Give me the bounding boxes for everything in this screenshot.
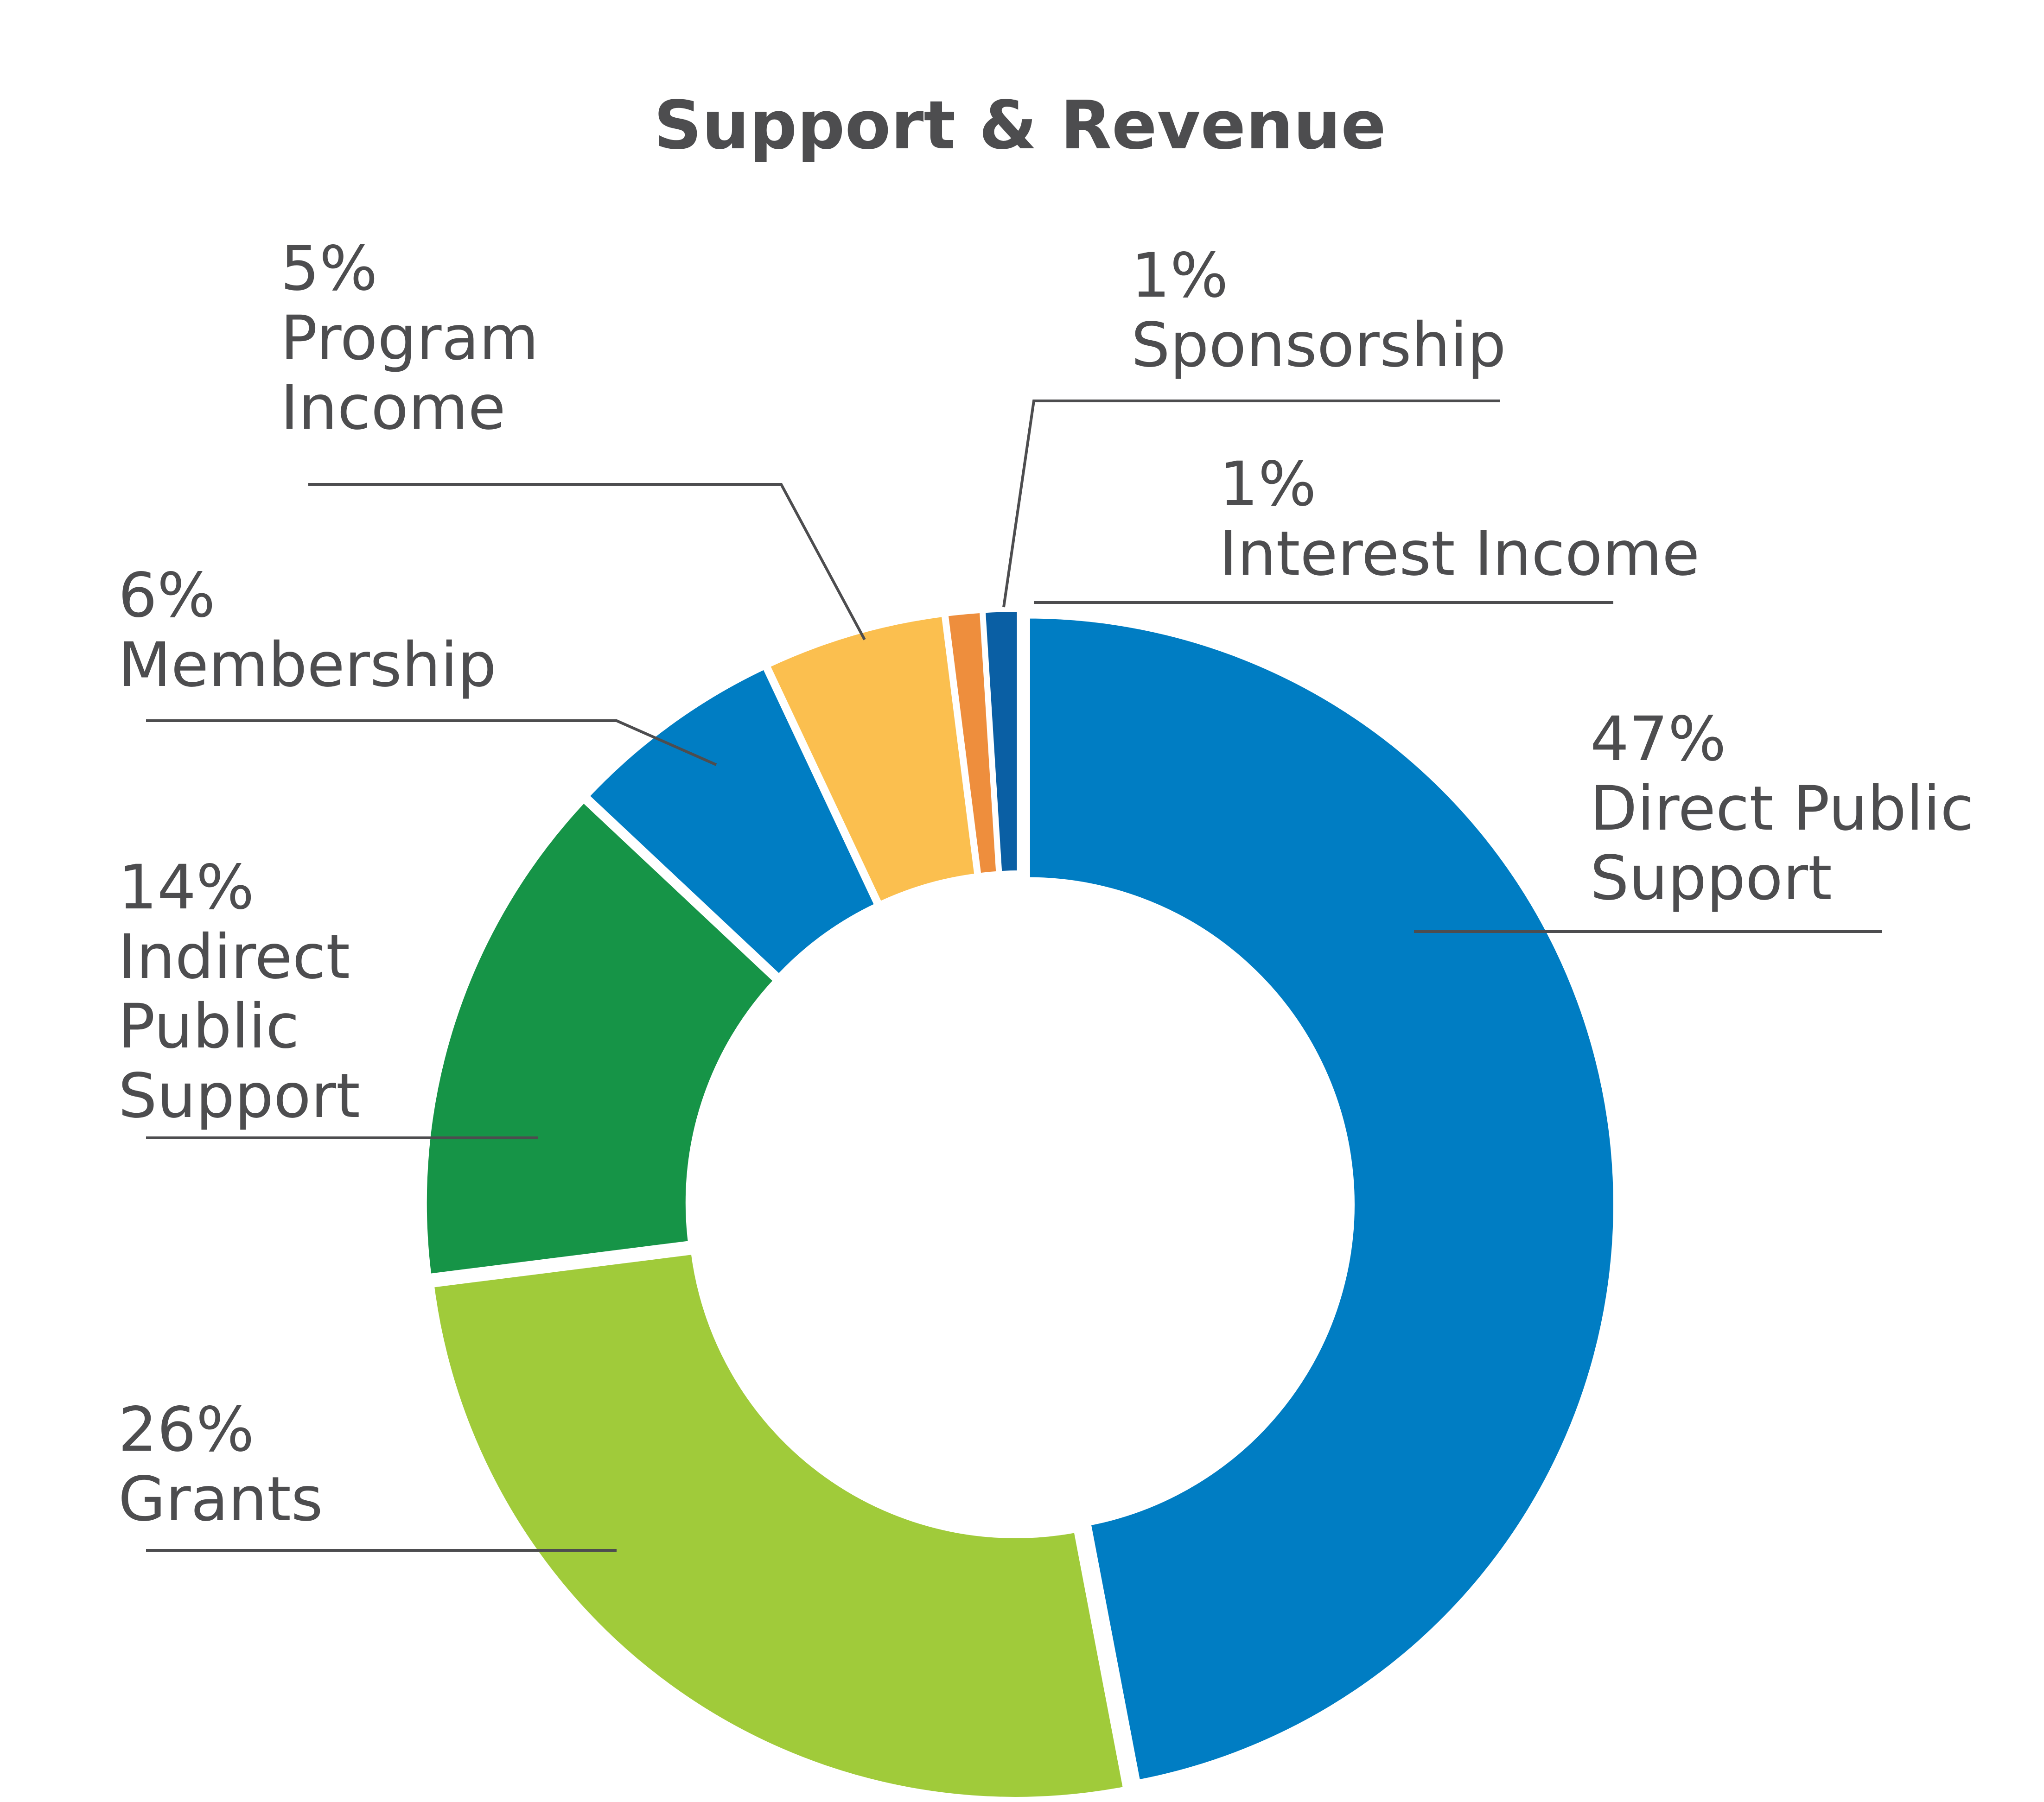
slice-percent-label: 1%: [1219, 449, 1316, 520]
slice-percent-label: 1%: [1131, 240, 1228, 311]
slice-membership: [582, 662, 881, 981]
slice-name-label: Support: [1590, 843, 1832, 914]
slice-label: 1% Interest Income: [1219, 449, 1700, 590]
slice-label: 47% Direct Public Support: [1590, 704, 1974, 914]
slice-name-label: Membership: [118, 629, 497, 701]
slice-name-label: Sponsorship: [1131, 310, 1506, 381]
slice-interest-income: [980, 606, 1023, 877]
slice-name-label: Support: [118, 1060, 360, 1132]
slice-label: 1% Sponsorship: [1131, 240, 1506, 381]
slice-percent-label: 14%: [118, 852, 254, 923]
slice-percent-label: 47%: [1590, 704, 1726, 775]
slice-percent-label: 26%: [118, 1394, 254, 1466]
slice-name-label: Indirect: [118, 921, 350, 993]
leader-line: [1002, 400, 1500, 608]
slice-name-label: Public: [118, 991, 299, 1062]
slice-percent-label: 6%: [118, 560, 215, 631]
slice-label: 14% Indirect Public Support: [118, 852, 360, 1132]
slice-label: 6% Membership: [118, 560, 497, 701]
slice-name-label: Income: [280, 372, 506, 444]
leader-line: [146, 719, 717, 766]
slice-name-label: Interest Income: [1219, 518, 1700, 590]
slice-percent-label: 5%: [280, 233, 377, 305]
leader-line: [308, 483, 866, 641]
slice-grants: [428, 1248, 1129, 1802]
chart-title: Support & Revenue: [654, 86, 1386, 164]
slice-name-label: Direct Public: [1590, 773, 1974, 844]
slice-direct-public-support: [1024, 613, 1619, 1786]
slice-indirect-public-support: [421, 796, 780, 1280]
slice-name-label: Program: [280, 303, 539, 374]
slice-name-label: Grants: [118, 1464, 323, 1535]
slice-label: 26% Grants: [118, 1394, 323, 1535]
slice-label: 5% Program Income: [280, 233, 539, 444]
